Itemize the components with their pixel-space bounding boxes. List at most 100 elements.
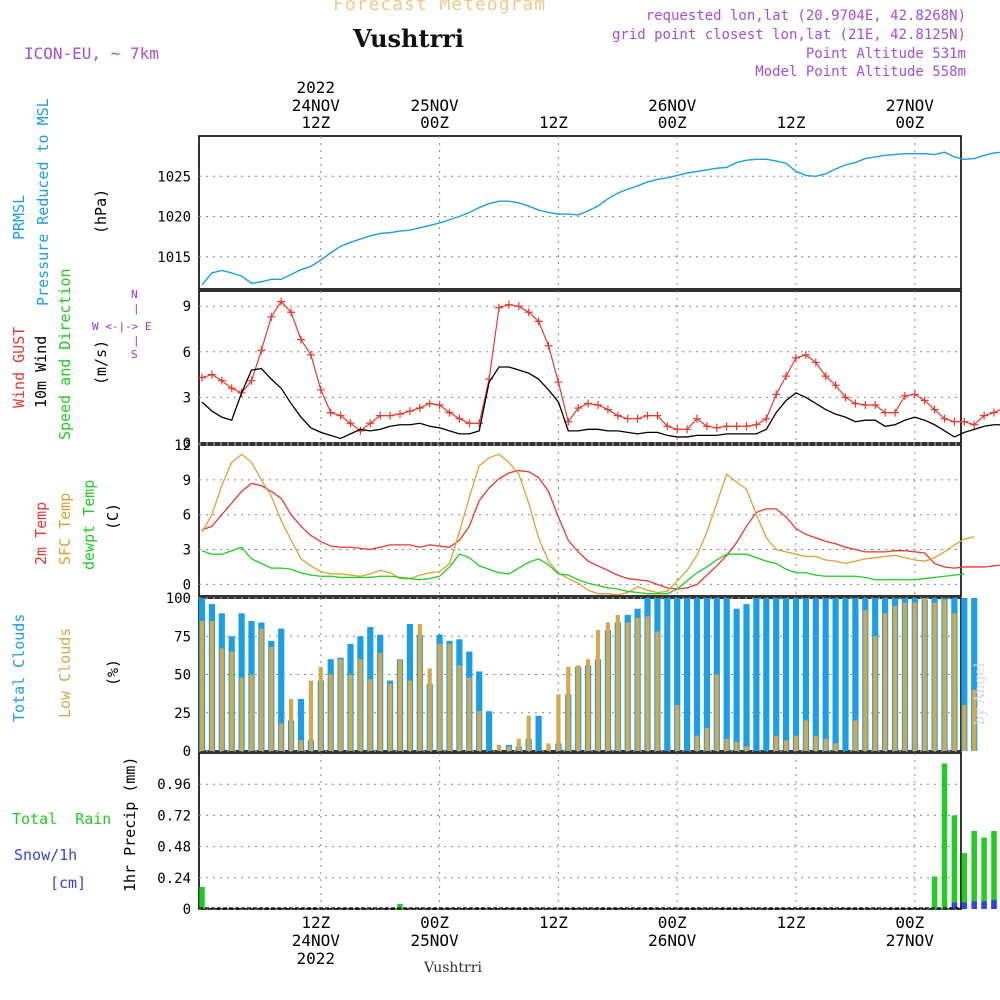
low-cloud-bar: [962, 705, 967, 751]
gust-point: [544, 341, 553, 350]
total-rain-label: Total Rain: [12, 810, 111, 828]
gust-point: [574, 404, 583, 413]
gust-point: [287, 308, 296, 317]
low-cloud-bar: [358, 659, 363, 751]
low-cloud-bar: [892, 605, 898, 751]
cloud-axis-labels: Total Clouds Low Clouds (%): [10, 614, 122, 722]
top-time-label: 12Z: [539, 113, 568, 132]
temperature-panel: 0 3 6 9 12: [174, 438, 1000, 597]
top-time-label: 12Z: [777, 113, 806, 132]
y-tick-label: 0: [183, 744, 191, 760]
gust-point: [514, 302, 523, 311]
low-cloud-bar: [249, 674, 254, 751]
pressure-panel: 1015 1020 1025: [157, 135, 1000, 290]
low-cloud-bar: [516, 738, 521, 751]
total-cloud-bar: [703, 598, 710, 751]
low-cloud-bar: [645, 616, 650, 751]
low-cloud-bar: [506, 746, 511, 751]
y-tick-label: 3: [183, 543, 191, 559]
gust-point: [930, 405, 939, 414]
low-cloud-bar: [328, 674, 333, 751]
rain-bar: [199, 886, 205, 909]
low-cloud-bar: [605, 622, 610, 751]
gust-point: [920, 396, 929, 405]
low-cloud-bar: [734, 741, 739, 751]
prmsl-label: PRMSL: [10, 195, 28, 240]
low-cloud-bar: [219, 648, 224, 751]
grid-point-coordinates: grid point closest lon,lat (21E, 42.8125…: [611, 27, 966, 43]
gust-point: [900, 391, 909, 400]
total-cloud-bar: [822, 598, 829, 751]
rain-bar: [941, 763, 948, 909]
low-cloud-bar: [902, 602, 907, 751]
bottom-time-label: 12Z: [301, 913, 330, 932]
gust-point: [445, 408, 454, 417]
low-cloud-bar: [279, 723, 284, 751]
total-cloud-bar: [674, 598, 681, 751]
low-cloud-bar: [457, 665, 462, 751]
gust-point: [891, 408, 899, 417]
gust-point: [702, 422, 711, 431]
bottom-time-label: 12Z: [539, 913, 568, 932]
total-cloud-bar: [753, 598, 760, 751]
y-tick-label: 9: [183, 473, 191, 489]
rain-bar: [397, 903, 403, 909]
gust-point: [613, 411, 622, 420]
low-cloud-bar: [784, 740, 789, 751]
low-cloud-bar: [566, 666, 571, 751]
bottom-location: Vushtrri: [423, 960, 482, 976]
low-cloud-bar: [318, 666, 323, 751]
total-cloud-bar: [733, 608, 740, 751]
y-tick-label: 25: [174, 706, 191, 722]
total-cloud-bar: [693, 598, 701, 751]
y-tick-label: 0: [183, 902, 191, 918]
watermark: by Angel: [972, 662, 988, 725]
gust-point: [693, 414, 701, 423]
gust-point: [524, 308, 533, 317]
rain-bar: [991, 831, 997, 909]
location-title: Vushtrri: [353, 24, 464, 53]
y-tick-label: 50: [174, 668, 191, 684]
gust-point: [554, 378, 563, 387]
low-cloud-bar: [863, 610, 868, 751]
bottom-time-label: 00Z: [420, 913, 449, 932]
y-tick-label: 1020: [157, 210, 191, 226]
gust-point: [435, 401, 444, 409]
bottom-time-label: 27NOV: [886, 931, 935, 950]
total-cloud-bar: [812, 598, 819, 751]
precipitation-frame: [198, 752, 962, 910]
requested-coordinates: requested lon,lat (20.9704E, 42.8268N): [645, 8, 966, 24]
low-cloud-bar: [269, 646, 274, 751]
gust-point: [297, 335, 305, 344]
low-cloud-bar: [595, 630, 601, 751]
gust-point: [841, 393, 850, 402]
total-cloud-bar: [297, 698, 305, 751]
wind-10m-label: 10m Wind: [32, 336, 50, 408]
low-cloud-bar: [774, 735, 779, 751]
low-cloud-bar: [823, 738, 828, 751]
low-cloud-bar: [437, 643, 442, 751]
top-time-label: 25NOV: [411, 96, 460, 115]
total-cloud-bar: [792, 598, 800, 751]
cloud-unit-label: (%): [104, 659, 122, 686]
y-tick-label: 100: [166, 591, 191, 607]
gust-point: [316, 385, 325, 394]
gust-point: [782, 372, 791, 381]
wind-speed-line: [201, 366, 1000, 440]
temp-unit-label: (C): [104, 503, 122, 530]
low-cloud-bar: [467, 677, 472, 751]
low-cloud-bar: [427, 668, 432, 751]
gust-point: [425, 399, 434, 408]
total-cloud-bar: [961, 598, 968, 751]
top-time-label: 26NOV: [648, 96, 697, 115]
gust-point: [881, 408, 890, 417]
gust-point: [950, 417, 959, 426]
gust-point: [415, 404, 424, 413]
low-cloud-bar: [348, 674, 353, 751]
low-cloud-bar: [368, 679, 373, 751]
top-time-label: 24NOV: [292, 96, 341, 115]
y-tick-label: 1025: [157, 169, 191, 185]
gust-point: [910, 390, 919, 399]
gust-point: [534, 317, 543, 326]
gust-point: [277, 297, 286, 306]
